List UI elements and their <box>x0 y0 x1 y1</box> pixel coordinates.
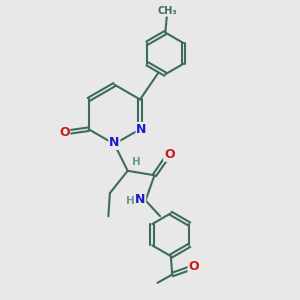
Text: H: H <box>126 196 135 206</box>
Text: O: O <box>164 148 175 161</box>
Text: O: O <box>188 260 199 273</box>
Text: N: N <box>109 136 119 149</box>
Text: H: H <box>132 158 140 167</box>
Text: O: O <box>59 126 70 139</box>
Text: N: N <box>135 193 146 206</box>
Text: N: N <box>136 123 147 136</box>
Text: CH₃: CH₃ <box>157 6 177 16</box>
